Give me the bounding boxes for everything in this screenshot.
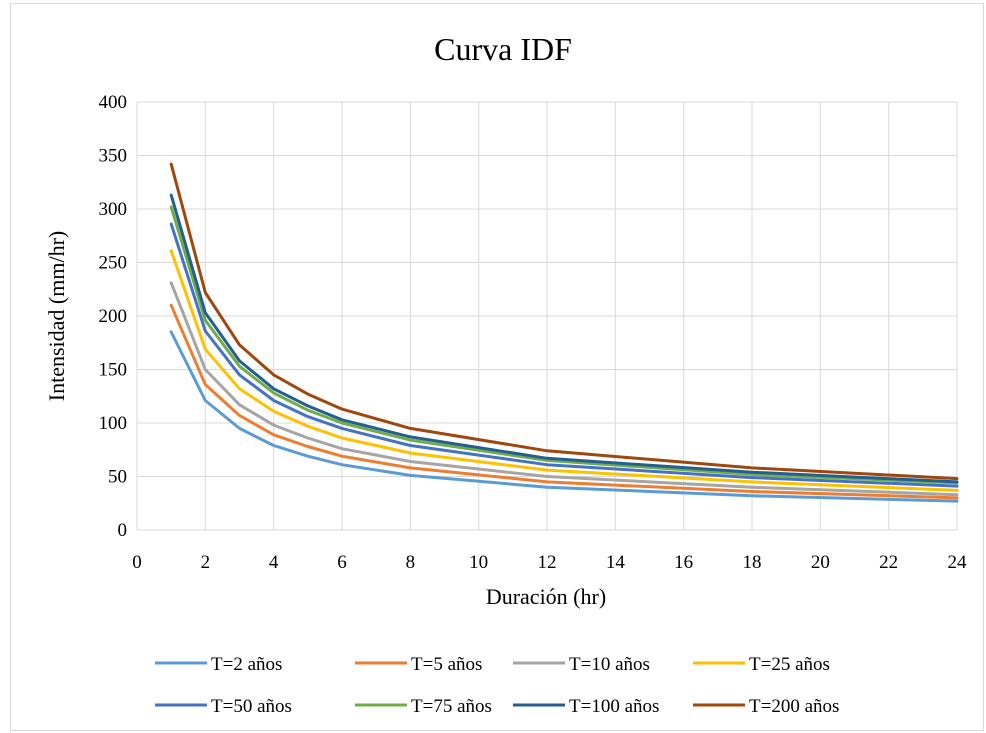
legend-item: T=10 años: [513, 654, 650, 675]
x-tick-label: 22: [879, 552, 898, 573]
y-tick-label: 200: [99, 306, 128, 327]
legend-label: T=25 años: [749, 654, 830, 675]
legend-item: T=50 años: [155, 696, 292, 717]
legend-item: T=75 años: [355, 696, 492, 717]
chart-frame: [10, 3, 984, 731]
legend: T=2 años T=5 años T=10 años T=25 años T=50 a…: [155, 654, 839, 717]
series-line-5: [169, 222, 959, 488]
series-line-6: [169, 205, 959, 485]
legend-item: T=200 años: [693, 696, 839, 717]
legend-item: T=100 años: [513, 696, 659, 717]
x-tick-label: 14: [606, 552, 626, 573]
legend-label: T=2 años: [211, 654, 282, 675]
legend-label: T=10 años: [569, 654, 650, 675]
y-tick-labels: 0 50 100 150 200 250 300 350 400: [99, 92, 128, 541]
series-line-1: [169, 330, 959, 503]
series-lines: [169, 162, 959, 503]
series-line-7: [169, 193, 959, 484]
x-tick-label: 2: [201, 552, 211, 573]
series-line-3: [169, 281, 959, 497]
legend-label: T=100 años: [569, 696, 659, 717]
y-tick-label: 100: [99, 413, 128, 434]
y-tick-label: 150: [99, 360, 128, 381]
x-axis-title: Duración (hr): [486, 584, 606, 609]
legend-label: T=50 años: [211, 696, 292, 717]
y-tick-label: 400: [99, 92, 128, 113]
y-tick-label: 50: [108, 467, 127, 488]
x-tick-label: 24: [948, 552, 968, 573]
legend-item: T=25 años: [693, 654, 830, 675]
x-tick-labels: 0 2 4 6 8 10 12 14 16 18 20 22 24: [132, 552, 967, 573]
y-tick-label: 300: [99, 199, 128, 220]
x-tick-label: 4: [269, 552, 279, 573]
x-tick-label: 12: [538, 552, 557, 573]
series-line-8: [169, 162, 959, 481]
series-line-2: [169, 303, 959, 500]
y-tick-label: 350: [99, 146, 128, 167]
x-tick-label: 18: [743, 552, 762, 573]
series-line-4: [169, 249, 959, 492]
chart-title: Curva IDF: [434, 31, 572, 67]
y-axis-title: Intensidad (mm/hr): [44, 231, 69, 401]
legend-label: T=5 años: [411, 654, 482, 675]
x-tick-label: 10: [469, 552, 488, 573]
x-tick-label: 0: [132, 552, 142, 573]
x-tick-label: 6: [337, 552, 347, 573]
y-tick-label: 0: [118, 520, 128, 541]
legend-label: T=75 años: [411, 696, 492, 717]
legend-label: T=200 años: [749, 696, 839, 717]
y-tick-label: 250: [99, 253, 128, 274]
legend-item: T=2 años: [155, 654, 282, 675]
grid-lines: [136, 101, 958, 531]
x-tick-label: 20: [811, 552, 830, 573]
x-tick-label: 8: [406, 552, 416, 573]
legend-item: T=5 años: [355, 654, 482, 675]
x-tick-label: 16: [674, 552, 693, 573]
